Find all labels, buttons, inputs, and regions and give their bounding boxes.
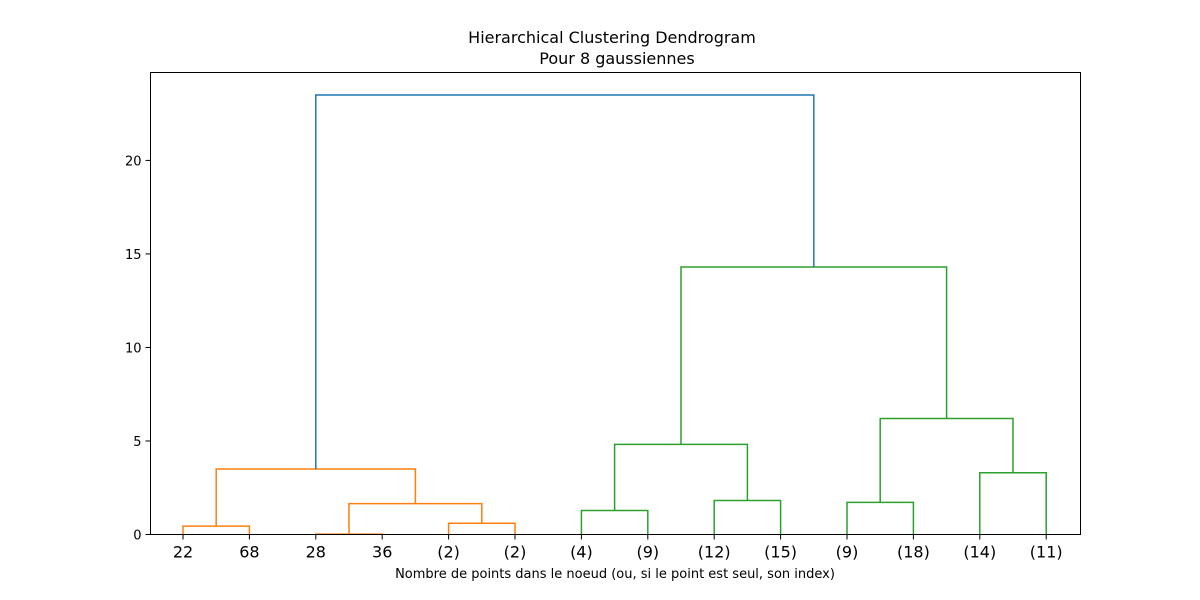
y-tick-label: 10 — [125, 341, 142, 356]
leaf-label: (14) — [963, 543, 996, 562]
dendrogram-link — [348, 502, 483, 535]
x-axis-label: Nombre de points dans le noeud (ou, si l… — [395, 567, 835, 582]
leaf-label: (18) — [897, 543, 930, 562]
leaf-label: (9) — [836, 543, 859, 562]
leaf-label: 22 — [173, 543, 193, 562]
y-tick-label: 20 — [125, 154, 142, 169]
y-tick-label: 0 — [133, 529, 141, 544]
leaf-label: (15) — [764, 543, 797, 562]
leaf-label: (2) — [437, 543, 460, 562]
dendrogram-link — [580, 509, 649, 535]
leaf-label: 68 — [239, 543, 259, 562]
leaf-label: (9) — [636, 543, 659, 562]
dendrogram-link — [680, 266, 948, 445]
chart-subtitle: Pour 8 gaussiennes — [539, 49, 694, 68]
x-axis: 22 68 28 36 (2) (2) (4) (9) (12) (15) (9) (18) (14) (… — [173, 534, 1063, 562]
dendrogram-link — [613, 443, 749, 511]
y-tick-label: 5 — [133, 435, 141, 450]
dendrogram-link — [447, 522, 516, 535]
y-tick-label: 15 — [125, 248, 142, 263]
dendrogram-link — [182, 525, 251, 535]
leaf-label: 36 — [372, 543, 392, 562]
leaf-label: (2) — [504, 543, 527, 562]
dendrogram-link — [979, 472, 1047, 535]
chart-title: Hierarchical Clustering Dendrogram — [468, 28, 756, 47]
plot-frame — [150, 72, 1081, 535]
leaf-label: (11) — [1030, 543, 1063, 562]
dendrogram-links — [182, 94, 1047, 535]
dendrogram-link — [215, 468, 417, 527]
leaf-label: (12) — [698, 543, 731, 562]
y-axis: 0 5 10 15 20 — [125, 154, 151, 544]
dendrogram-link — [846, 501, 915, 535]
leaf-label: (4) — [570, 543, 593, 562]
dendrogram-link — [315, 94, 815, 470]
dendrogram-link — [879, 417, 1014, 503]
dendrogram-link — [713, 499, 782, 535]
leaf-label: 28 — [306, 543, 326, 562]
